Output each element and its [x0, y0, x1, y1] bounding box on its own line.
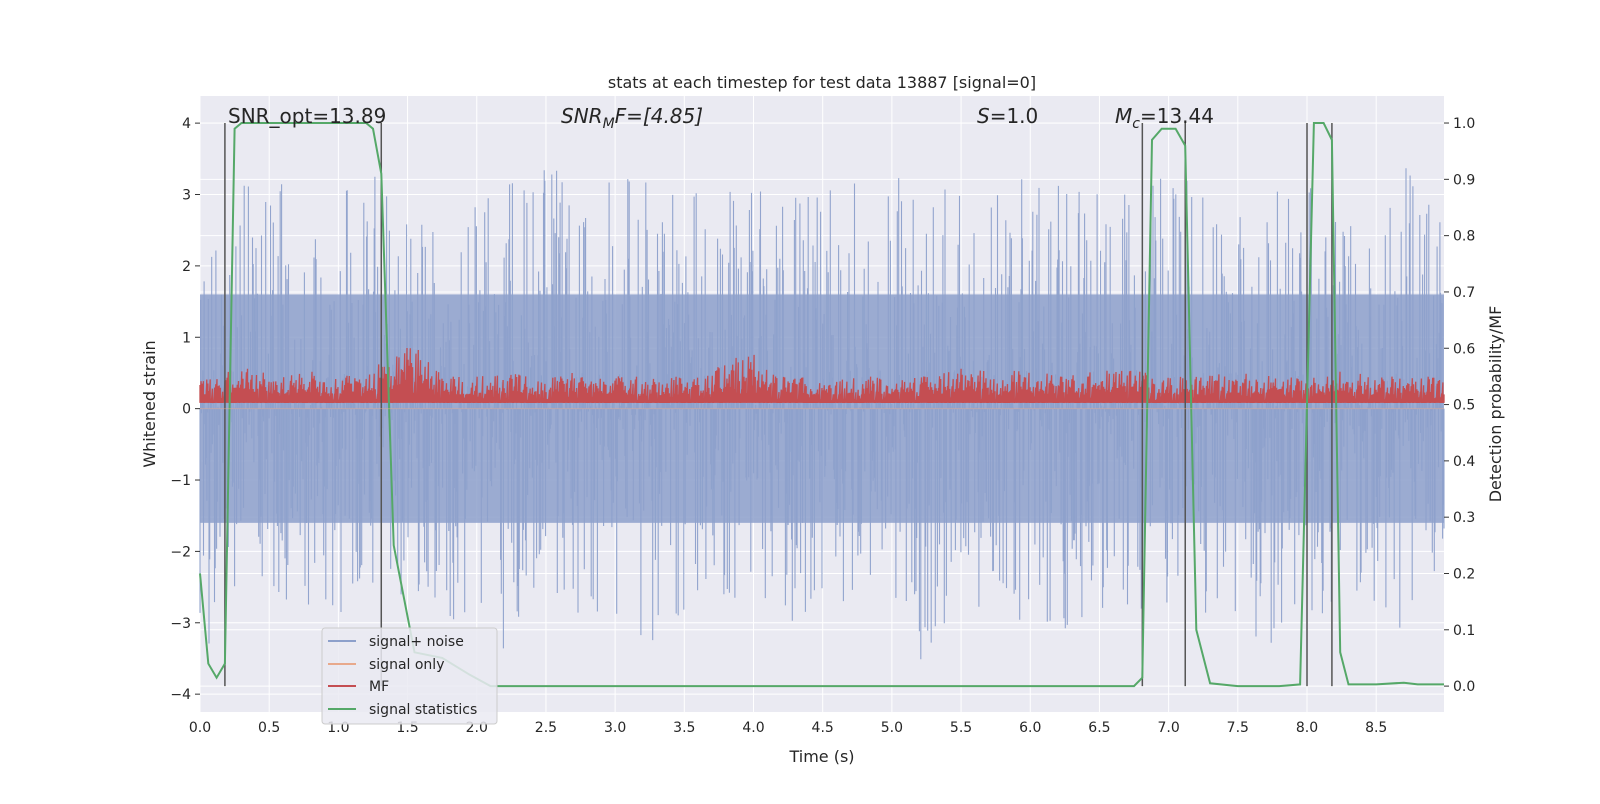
x-tick-label: 8.0 — [1296, 720, 1318, 736]
legend: signal+ noise signal only MF signal stat… — [321, 627, 498, 725]
x-tick-label: 5.0 — [881, 720, 903, 736]
x-tick-label: 0.5 — [258, 720, 280, 736]
y-tick-label: 0 — [182, 402, 191, 418]
annotation-snr-opt: SNR_opt=13.89 — [228, 104, 386, 128]
y-tick-label: −3 — [170, 616, 191, 632]
x-tick-label: 3.0 — [604, 720, 626, 736]
annotation-mc: Mc=13.44 — [1115, 104, 1214, 132]
y-tick-label: 1 — [182, 330, 191, 346]
legend-box — [321, 627, 498, 725]
right-y-tick-label: 0.3 — [1453, 510, 1475, 526]
x-tick-label: 6.5 — [1088, 720, 1110, 736]
signal-statistics-series — [199, 122, 1444, 688]
y-tick-label: −4 — [170, 687, 191, 703]
legend-label-signal-noise: signal+ noise — [369, 634, 464, 650]
x-tick-label: 7.5 — [1227, 720, 1249, 736]
legend-label-signal-statistics: signal statistics — [369, 702, 477, 718]
right-y-tick-label: 0.2 — [1453, 566, 1475, 582]
right-y-tick-label: 0.9 — [1453, 172, 1475, 188]
right-y-tick-label: 0.6 — [1453, 341, 1475, 357]
x-tick-label: 2.5 — [535, 720, 557, 736]
right-y-tick-label: 0.8 — [1453, 229, 1475, 245]
right-y-tick-label: 0.0 — [1453, 679, 1475, 695]
right-y-axis-label: Detection probability/MF — [1486, 306, 1505, 503]
x-tick-label: 8.5 — [1365, 720, 1387, 736]
y-tick-label: −1 — [170, 473, 191, 489]
right-y-tick-label: 0.1 — [1453, 623, 1475, 639]
x-tick-label: 4.5 — [812, 720, 834, 736]
y-axis-label: Whitened strain — [140, 340, 159, 467]
chart-title: stats at each timestep for test data 138… — [608, 73, 1036, 92]
y-tick-label: −2 — [170, 544, 191, 560]
right-y-tick-label: 0.5 — [1453, 398, 1475, 414]
legend-label-mf: MF — [369, 679, 389, 695]
x-tick-label: 3.5 — [673, 720, 695, 736]
y-tick-label: 3 — [182, 188, 191, 204]
mf-trace — [199, 347, 1445, 404]
right-y-tick-label: 0.7 — [1453, 285, 1475, 301]
x-tick-label: 0.0 — [189, 720, 211, 736]
x-axis-label: Time (s) — [788, 747, 854, 766]
x-tick-label: 7.0 — [1157, 720, 1179, 736]
mf-series — [199, 347, 1445, 404]
right-y-axis-ticks: 1.0 0.9 0.8 0.7 0.6 0.5 0.4 0.3 0.2 0.1 0.0 — [1444, 116, 1475, 695]
y-tick-label: 4 — [182, 116, 191, 132]
y-axis-ticks: 4 3 2 1 0 −1 −2 −3 −4 — [170, 116, 200, 703]
statistics-trace — [199, 122, 1444, 688]
annotation-snr-mf: SNRMF=[4.85] — [561, 104, 703, 132]
x-tick-label: 4.0 — [742, 720, 764, 736]
right-y-tick-label: 0.4 — [1453, 454, 1475, 470]
x-tick-label: 5.5 — [950, 720, 972, 736]
right-y-tick-label: 1.0 — [1453, 116, 1475, 132]
y-tick-label: 2 — [182, 259, 191, 275]
legend-label-signal-only: signal only — [369, 657, 444, 673]
annotation-s: S=1.0 — [977, 104, 1038, 128]
x-tick-label: 6.0 — [1019, 720, 1041, 736]
